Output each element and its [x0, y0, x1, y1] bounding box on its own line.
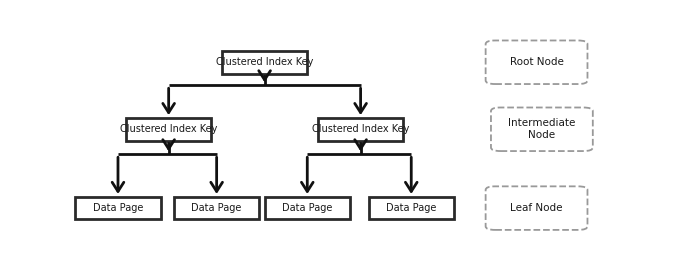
Text: Clustered Index Key: Clustered Index Key — [120, 124, 217, 134]
FancyBboxPatch shape — [76, 197, 161, 219]
Text: Leaf Node: Leaf Node — [510, 203, 563, 213]
FancyBboxPatch shape — [491, 108, 593, 151]
FancyBboxPatch shape — [265, 197, 350, 219]
Text: Clustered Index Key: Clustered Index Key — [312, 124, 409, 134]
Text: Data Page: Data Page — [93, 203, 143, 213]
FancyBboxPatch shape — [486, 186, 588, 230]
Text: Data Page: Data Page — [282, 203, 332, 213]
Text: Clustered Index Key: Clustered Index Key — [216, 57, 313, 67]
Text: Intermediate
Node: Intermediate Node — [508, 119, 576, 140]
FancyBboxPatch shape — [369, 197, 454, 219]
FancyBboxPatch shape — [126, 118, 211, 141]
FancyBboxPatch shape — [174, 197, 259, 219]
Text: Data Page: Data Page — [386, 203, 436, 213]
FancyBboxPatch shape — [486, 40, 588, 84]
FancyBboxPatch shape — [318, 118, 403, 141]
Text: Data Page: Data Page — [191, 203, 241, 213]
Text: Root Node: Root Node — [510, 57, 563, 67]
FancyBboxPatch shape — [222, 51, 308, 73]
